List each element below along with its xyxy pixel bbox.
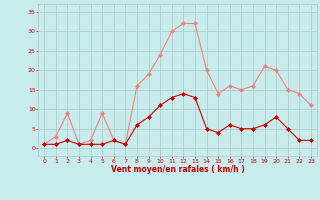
X-axis label: Vent moyen/en rafales ( km/h ): Vent moyen/en rafales ( km/h ) bbox=[111, 165, 244, 174]
